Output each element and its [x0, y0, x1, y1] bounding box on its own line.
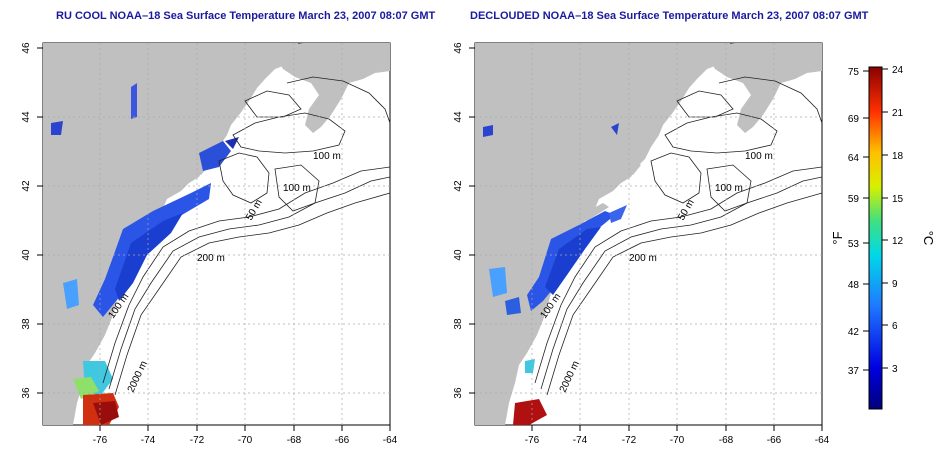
left-contour-label: 100 m — [313, 151, 341, 162]
celsius-label: °C — [921, 231, 936, 246]
left-y-tick: 36 — [21, 387, 32, 399]
celsius-tick: 9 — [892, 279, 898, 290]
fahrenheit-tick: 69 — [848, 114, 860, 125]
left-x-tick: -76 — [93, 435, 108, 446]
fahrenheit-tick: 53 — [848, 239, 860, 250]
left-x-tick: -64 — [383, 435, 398, 446]
left-x-tick: -72 — [190, 435, 205, 446]
fahrenheit-label: °F — [830, 231, 845, 244]
right-y-tick: 40 — [453, 249, 464, 261]
right-panel-title: DECLOUDED NOAA–18 Sea Surface Temperatur… — [470, 10, 869, 22]
left-y-tick: 42 — [21, 180, 32, 192]
celsius-tick: 3 — [892, 364, 898, 375]
left-x-tick: -70 — [238, 435, 253, 446]
right-contour-label: 100 m — [715, 183, 743, 194]
fahrenheit-tick: 59 — [848, 194, 860, 205]
left-y-tick: 38 — [21, 318, 32, 330]
right-grid — [475, 43, 822, 425]
right-y-tick: 46 — [453, 42, 464, 54]
left-x-tick: -74 — [141, 435, 156, 446]
celsius-tick: 12 — [892, 236, 904, 247]
left-map: 100 m 100 m 50 m 200 m 100 m 2000 m -76 … — [21, 42, 398, 446]
right-contour-label: 100 m — [745, 151, 773, 162]
left-y-tick: 46 — [21, 42, 32, 54]
left-x-tick: -68 — [287, 435, 302, 446]
right-x-tick: -72 — [622, 435, 637, 446]
right-x-tick: -74 — [573, 435, 588, 446]
celsius-tick: 6 — [892, 321, 898, 332]
fahrenheit-tick: 48 — [848, 280, 860, 291]
right-contour-label: 200 m — [629, 253, 657, 264]
fahrenheit-tick: 64 — [848, 153, 860, 164]
right-x-tick: -66 — [767, 435, 782, 446]
right-y-tick: 44 — [453, 111, 464, 123]
left-y-tick: 44 — [21, 111, 32, 123]
left-x-tick: -66 — [335, 435, 350, 446]
colorbar: 75 69 64 59 53 48 42 37 24 21 18 15 12 9… — [830, 65, 936, 410]
fahrenheit-tick: 75 — [848, 67, 860, 78]
right-x-tick: -70 — [670, 435, 685, 446]
right-x-tick: -64 — [815, 435, 830, 446]
fahrenheit-tick: 42 — [848, 327, 860, 338]
left-panel-title: RU COOL NOAA–18 Sea Surface Temperature … — [56, 10, 436, 22]
right-y-tick: 36 — [453, 387, 464, 399]
celsius-tick: 15 — [892, 194, 904, 205]
right-sst-patches — [483, 123, 627, 425]
celsius-tick: 24 — [892, 65, 904, 76]
fahrenheit-tick: 37 — [848, 366, 860, 377]
right-map: 100 m 100 m 50 m 200 m 100 m 2000 m -76 … — [453, 42, 830, 446]
right-x-tick: -68 — [719, 435, 734, 446]
colorbar-gradient — [868, 66, 883, 410]
right-x-tick: -76 — [525, 435, 540, 446]
left-sst-patches — [51, 83, 239, 425]
celsius-tick: 18 — [892, 151, 904, 162]
right-y-tick: 42 — [453, 180, 464, 192]
left-grid — [43, 43, 390, 425]
celsius-tick: 21 — [892, 108, 904, 119]
right-y-tick: 38 — [453, 318, 464, 330]
left-contour-label: 200 m — [197, 253, 225, 264]
left-contour-label: 100 m — [283, 183, 311, 194]
left-y-tick: 40 — [21, 249, 32, 261]
